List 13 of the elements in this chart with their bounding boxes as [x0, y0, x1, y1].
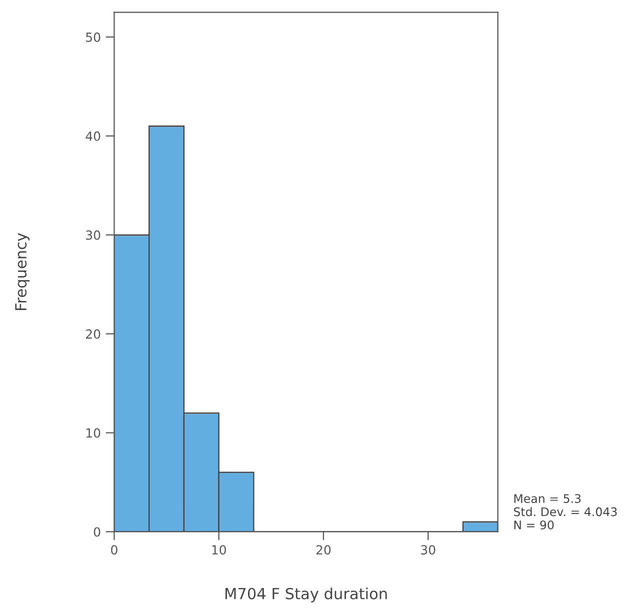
x-tick-label: 20 — [316, 545, 331, 555]
x-axis-title: M704 F Stay duration — [225, 588, 387, 602]
x-tick-label: 30 — [421, 545, 436, 555]
x-tick-label: 10 — [212, 545, 226, 555]
y-tick-label: 10 — [86, 428, 100, 438]
y-axis-title: Frequency — [15, 233, 30, 310]
y-tick-label: 30 — [86, 230, 100, 240]
y-tick-label: 50 — [86, 32, 100, 42]
text: Mean = 5.3 Std. Dev. = 4.043 N = 90 — [514, 494, 617, 530]
y-tick-label: 0 — [94, 527, 100, 537]
y-tick-label: 40 — [86, 131, 100, 141]
y-tick-label: 20 — [86, 329, 100, 339]
x-tick-label: 0 — [111, 545, 118, 555]
